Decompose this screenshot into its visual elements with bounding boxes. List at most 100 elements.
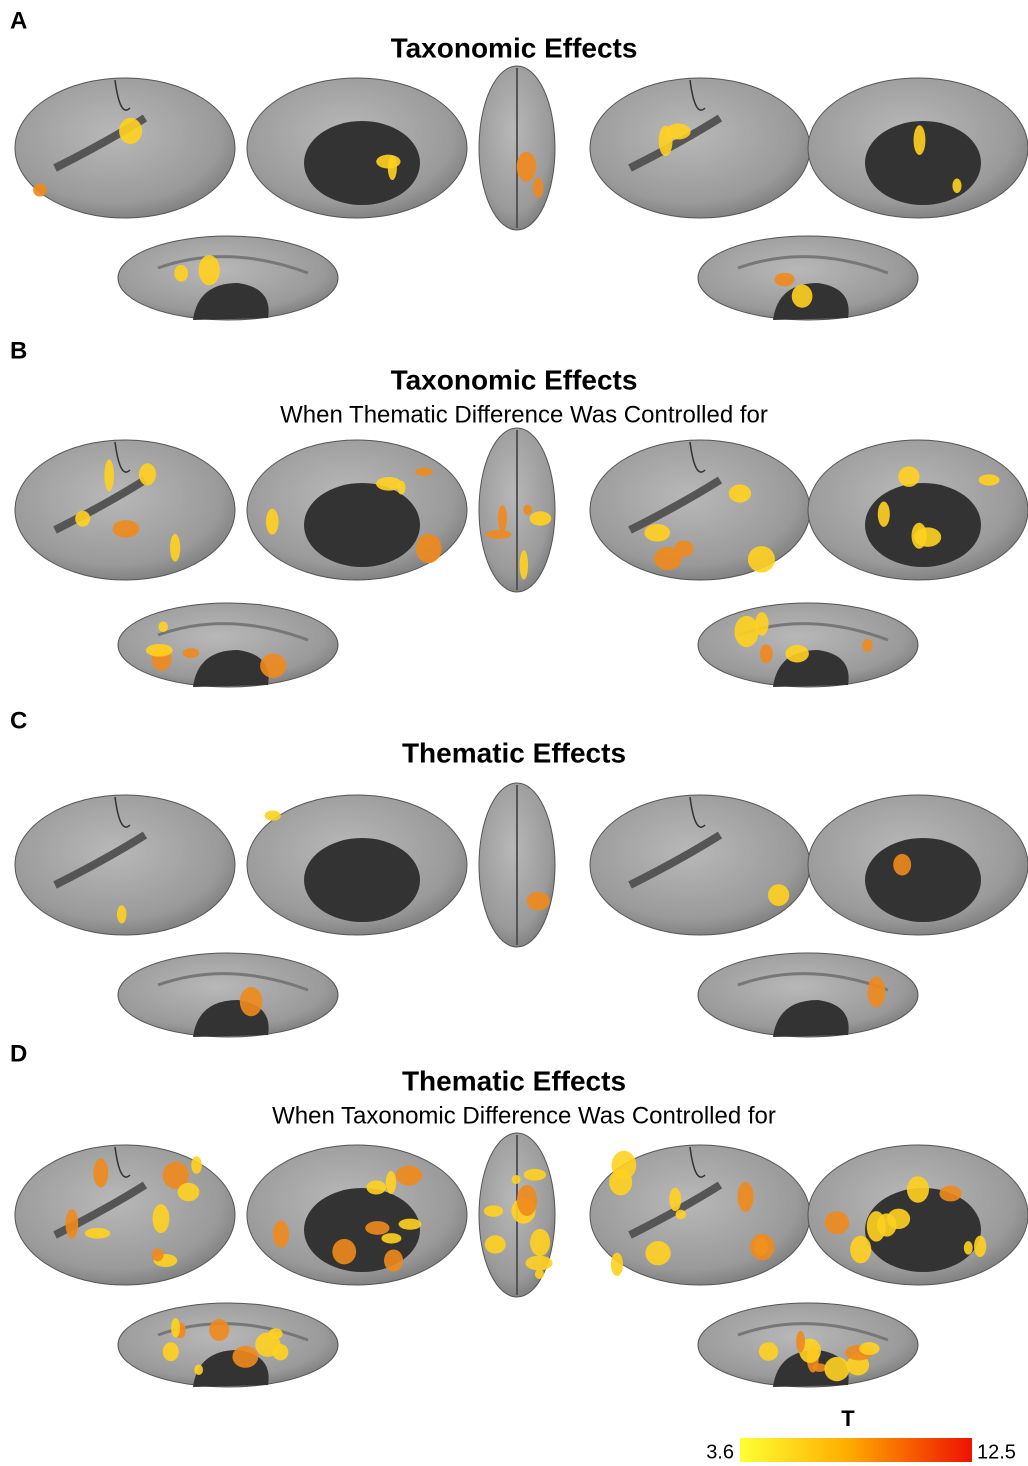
activation-cluster [381,1233,401,1243]
activation-cluster [119,118,142,144]
activation-cluster [750,1234,774,1260]
activation-cluster [415,468,433,476]
activation-cluster [738,1182,754,1212]
activation-cluster [511,1175,520,1184]
panel-subtitle: When Thematic Difference Was Controlled … [280,401,768,428]
activation-cluster [171,1318,180,1337]
activation-cluster [517,1185,537,1216]
panel: BTaxonomic EffectsWhen Thematic Differen… [10,337,1028,687]
activation-cluster [33,184,47,197]
activation-cluster [877,1213,896,1236]
activation-cluster [535,1269,544,1279]
activation-cluster [520,550,528,580]
activation-cluster [659,126,673,156]
panel-subtitle: When Taxonomic Difference Was Controlled… [272,1102,776,1129]
panel-title: Thematic Effects [402,1065,626,1096]
activation-cluster [859,1342,879,1355]
activation-cluster [785,645,808,663]
brain-view [479,66,555,230]
cortex [15,440,235,580]
activation-cluster [199,255,220,285]
brain-view [808,795,1028,935]
activation-cluster [974,1236,986,1257]
colorbar-label: T [841,1406,855,1431]
activation-cluster [332,1239,356,1264]
activation-cluster [517,152,537,182]
activation-cluster [755,612,768,636]
brain-view [479,428,555,592]
cortex [590,440,810,580]
brain-view [698,953,918,1037]
activation-cluster [914,125,926,155]
activation-cluster [194,1365,203,1375]
activation-cluster [273,1221,289,1248]
activation-cluster [396,1165,422,1185]
activation-cluster [174,265,188,282]
activation-cluster [75,511,90,527]
panel-label: C [10,707,27,734]
activation-cluster [964,1241,973,1255]
activation-cluster [734,616,758,647]
activation-cluster [525,1256,552,1271]
activation-cluster [524,1169,546,1181]
activation-cluster [759,1342,778,1361]
brain-view [247,1145,467,1285]
activation-cluster [748,546,775,572]
activation-cluster [530,1229,550,1256]
brain-view [118,953,338,1037]
activation-cluster [66,1209,79,1239]
activation-cluster [191,1156,202,1174]
cortex [590,795,810,935]
activation-cluster [893,854,911,876]
activation-cluster [388,156,397,180]
activation-cluster [669,1188,681,1211]
activation-cluster [240,987,263,1016]
activation-cluster [760,644,773,663]
activation-cluster [376,477,402,491]
activation-cluster [979,474,1000,485]
activation-cluster [654,547,682,570]
activation-cluster [792,285,813,308]
activation-cluster [812,1363,826,1372]
activation-cluster [486,530,512,539]
activation-cluster [232,1346,258,1368]
activation-cluster [912,523,927,549]
activation-cluster [260,654,286,678]
activation-cluster [824,1357,849,1381]
brain-view [118,236,338,320]
activation-cluster [265,811,281,821]
panel-title: Thematic Effects [402,737,626,768]
activation-cluster [85,1228,111,1239]
panel-label: B [10,337,27,364]
cortex [590,78,810,218]
activation-cluster [153,1204,170,1233]
activation-cluster [729,484,752,502]
figure: T 3.6 12.5 ATaxonomic EffectsBTaxonomic … [0,0,1028,1466]
panel-label: A [10,7,27,34]
activation-cluster [796,1331,805,1353]
brain-view [15,78,235,218]
activation-cluster [170,534,180,562]
activation-cluster [523,504,532,515]
activation-cluster [768,884,789,906]
activation-cluster [907,1176,929,1203]
activation-cluster [533,178,543,198]
brain-view [808,1145,1028,1285]
activation-cluster [609,1169,632,1195]
activation-cluster [939,1186,961,1202]
activation-cluster [117,905,127,923]
brain-view [590,440,810,580]
activation-cluster [365,1221,389,1235]
brain-view [479,783,555,947]
activation-cluster [146,644,173,657]
activation-cluster [112,520,139,538]
brain-view [479,1133,555,1297]
brain-view [698,603,918,687]
activation-cluster [530,511,552,525]
activation-cluster [255,1332,280,1356]
activation-cluster [611,1253,623,1276]
cortex [15,78,235,218]
brain-view [247,440,467,580]
activation-cluster [878,501,890,526]
